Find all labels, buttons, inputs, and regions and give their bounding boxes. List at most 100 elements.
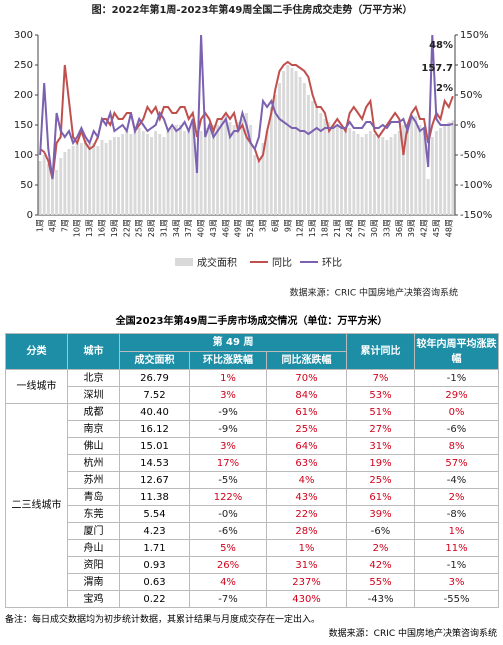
bar <box>319 113 323 215</box>
cell: 40.40 <box>119 403 190 421</box>
bar <box>422 131 426 215</box>
bar <box>290 68 294 215</box>
bar <box>108 140 112 215</box>
bar <box>207 125 211 215</box>
bar <box>88 144 92 215</box>
bar <box>311 101 315 215</box>
x-tick-label: 34周 <box>172 219 181 237</box>
row: 宝鸡 0.22 -7% 430% -43% -55% <box>6 590 500 608</box>
y-tick-label: 250 <box>14 60 33 71</box>
data-label: 2% <box>436 83 453 94</box>
cell: 资阳 <box>67 556 120 574</box>
x-tick-label: 16周 <box>97 219 106 237</box>
row: 二三线城市 成都 40.40 -9% 61% 51% 0% <box>5 403 500 608</box>
cell: 64% <box>265 437 348 455</box>
cell: 1% <box>189 369 267 387</box>
bar <box>158 134 162 215</box>
cell: 84% <box>265 386 348 404</box>
header-cell: 环比涨跌幅 <box>189 351 267 370</box>
bar <box>348 128 352 215</box>
x-tick-label: 6周 <box>271 219 280 232</box>
bar <box>228 122 232 215</box>
row: 厦门 4.23 -6% 28% -6% 1% <box>6 522 500 540</box>
cell: 12.67 <box>119 471 190 489</box>
x-tick-label: 13周 <box>85 219 94 237</box>
bar <box>71 146 75 215</box>
x-tick-label: 37周 <box>184 219 193 237</box>
cell: 4% <box>265 471 348 489</box>
bar <box>51 179 54 215</box>
cell: -43% <box>346 590 416 608</box>
cell: 深圳 <box>67 386 120 404</box>
bar <box>236 122 240 215</box>
y2-tick-label: 150% <box>460 30 489 41</box>
cell: 南京 <box>67 420 120 438</box>
bar <box>145 134 149 215</box>
y2-tick-label: -50% <box>460 150 486 161</box>
cell: 31% <box>265 556 348 574</box>
x-tick-label: 1周 <box>36 219 45 232</box>
x-tick-label: 15周 <box>308 219 317 237</box>
cell: 成都 <box>67 403 120 421</box>
y-tick-label: 300 <box>14 30 33 41</box>
bar <box>183 131 187 215</box>
cell: -55% <box>414 590 500 608</box>
cell: 宝鸡 <box>67 590 120 608</box>
cell: 1% <box>265 539 348 557</box>
bar <box>282 71 286 215</box>
row: 杭州 14.53 17% 63% 19% 57% <box>6 454 500 472</box>
cell: 厦门 <box>67 522 120 540</box>
bar <box>96 146 100 215</box>
cell: 佛山 <box>67 437 120 455</box>
bar <box>232 125 236 215</box>
cell: 7.52 <box>119 386 190 404</box>
bar <box>245 113 248 215</box>
y-tick-label: 50 <box>20 180 33 191</box>
bar <box>302 83 306 215</box>
bar <box>397 131 401 215</box>
cell: 舟山 <box>67 539 120 557</box>
cell: 53% <box>346 386 416 404</box>
x-tick-label: 31周 <box>159 219 168 237</box>
legend-label: 环比 <box>322 257 342 269</box>
bar <box>401 125 405 215</box>
cell: 4.23 <box>119 522 190 540</box>
bar <box>195 158 199 215</box>
bar <box>335 125 339 215</box>
bar <box>261 143 265 215</box>
cell: 28% <box>265 522 348 540</box>
bar <box>117 137 120 215</box>
cell: 25% <box>346 471 416 489</box>
y-tick-label: 200 <box>14 90 33 101</box>
bar <box>356 134 360 215</box>
bar <box>67 149 71 215</box>
cell: 39% <box>346 505 416 523</box>
y-tick-label: 150 <box>14 120 33 131</box>
bar <box>443 125 447 215</box>
bar <box>253 155 257 215</box>
bar <box>92 143 96 215</box>
x-tick-label: 19周 <box>110 219 119 237</box>
cell: 26.79 <box>119 369 190 387</box>
cell: 15.01 <box>119 437 190 455</box>
bar <box>410 119 414 215</box>
y2-tick-label: -150% <box>460 210 492 221</box>
bar <box>46 164 50 215</box>
cell: 3% <box>189 386 267 404</box>
cell: 63% <box>265 454 348 472</box>
chart-title: 图：2022年第1周-2023年第49周全国二手住房成交走势（万平方米） <box>92 3 413 16</box>
cell: 5.54 <box>119 505 190 523</box>
bar <box>414 116 418 215</box>
y-tick-label: 0 <box>27 210 33 221</box>
x-tick-label: 9周 <box>283 219 292 232</box>
bar <box>59 158 63 215</box>
x-tick-label: 45周 <box>432 219 441 237</box>
cell: 27% <box>346 420 416 438</box>
cell: -6% <box>189 522 267 540</box>
x-tick-label: 36周 <box>395 219 404 237</box>
bar <box>381 137 385 215</box>
cell: 4% <box>189 573 267 591</box>
note: 备注：每日成交数据均为初步统计数据，其累计结果与月度成交存在一定出入。 <box>5 615 321 625</box>
cell: 17% <box>189 454 267 472</box>
